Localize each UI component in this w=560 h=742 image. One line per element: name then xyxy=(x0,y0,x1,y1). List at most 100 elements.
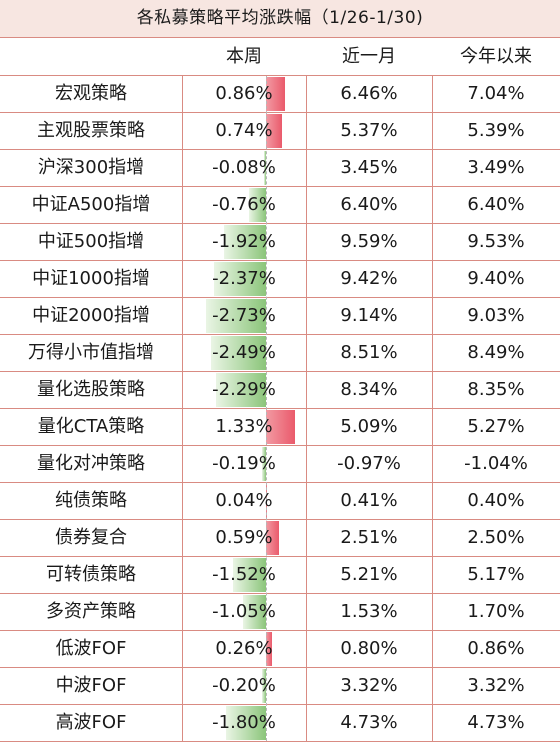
week-return-text: -2.73% xyxy=(212,305,276,326)
column-separator xyxy=(432,76,433,112)
strategy-name: 万得小市值指增 xyxy=(0,335,182,371)
ytd-return-text: -1.04% xyxy=(464,453,528,474)
ytd-return: 3.32% xyxy=(432,668,560,704)
strategy-name-text: 中证1000指增 xyxy=(32,268,150,289)
week-negative-bar xyxy=(264,151,266,185)
week-return: 0.04% xyxy=(182,483,306,519)
month-return-text: 4.73% xyxy=(340,712,398,733)
strategy-name: 多资产策略 xyxy=(0,594,182,630)
column-separator xyxy=(306,705,307,741)
column-separator xyxy=(306,446,307,482)
ytd-return: 1.70% xyxy=(432,594,560,630)
strategy-name-text: 低波FOF xyxy=(55,638,127,659)
week-return-text: 0.26% xyxy=(215,638,273,659)
table-row: 量化选股策略 -2.29% 8.34% 8.35% xyxy=(0,372,560,409)
ytd-return-text: 9.53% xyxy=(467,231,525,252)
week-return: -0.20% xyxy=(182,668,306,704)
strategy-name-text: 量化对冲策略 xyxy=(37,453,145,474)
ytd-return: 7.04% xyxy=(432,76,560,112)
week-return: 0.26% xyxy=(182,631,306,667)
month-return-text: 9.14% xyxy=(340,305,398,326)
ytd-return-text: 0.40% xyxy=(467,490,525,511)
column-separator xyxy=(306,483,307,519)
month-return-text: -0.97% xyxy=(337,453,401,474)
column-separator xyxy=(306,557,307,593)
ytd-return-text: 1.70% xyxy=(467,601,525,622)
week-negative-bar xyxy=(211,336,266,370)
strategy-name: 中证2000指增 xyxy=(0,298,182,334)
month-return-text: 5.37% xyxy=(340,120,398,141)
month-return: 5.21% xyxy=(306,557,432,593)
column-separator xyxy=(432,335,433,371)
strategy-name-text: 高波FOF xyxy=(55,712,127,733)
week-return-text: -1.05% xyxy=(212,601,276,622)
month-return-text: 3.45% xyxy=(340,157,398,178)
week-negative-bar xyxy=(232,558,266,592)
strategy-name: 中证500指增 xyxy=(0,224,182,260)
ytd-return-text: 7.04% xyxy=(467,83,525,104)
column-separator xyxy=(182,705,183,741)
column-separator xyxy=(306,150,307,186)
strategy-name-text: 中证A500指增 xyxy=(31,194,151,215)
week-return: -0.19% xyxy=(182,446,306,482)
column-separator xyxy=(182,335,183,371)
ytd-return: 5.27% xyxy=(432,409,560,445)
ytd-return-text: 3.49% xyxy=(467,157,525,178)
ytd-return: 8.35% xyxy=(432,372,560,408)
week-return-text: 0.04% xyxy=(215,490,273,511)
column-separator xyxy=(432,594,433,630)
strategy-name-text: 沪深300指增 xyxy=(37,157,145,178)
strategy-name-text: 量化选股策略 xyxy=(37,379,145,400)
column-separator xyxy=(432,113,433,149)
week-return-text: 1.33% xyxy=(215,416,273,437)
week-negative-bar xyxy=(261,669,266,703)
week-return: 0.74% xyxy=(182,113,306,149)
table-row: 主观股票策略 0.74% 5.37% 5.39% xyxy=(0,113,560,150)
strategy-name: 量化对冲策略 xyxy=(0,446,182,482)
column-separator xyxy=(306,76,307,112)
column-separator xyxy=(432,187,433,223)
column-separator xyxy=(432,705,433,741)
table-title: 各私募策略平均涨跌幅（1/26-1/30) xyxy=(0,0,560,38)
month-return-text: 6.46% xyxy=(340,83,398,104)
table-row: 债券复合 0.59% 2.51% 2.50% xyxy=(0,520,560,557)
column-separator xyxy=(432,224,433,260)
strategy-name-text: 可转债策略 xyxy=(46,564,136,585)
week-return-text: -1.52% xyxy=(212,564,276,585)
month-return-text: 5.21% xyxy=(340,564,398,585)
week-return-text: -2.49% xyxy=(212,342,276,363)
column-separator xyxy=(306,113,307,149)
ytd-return: 4.73% xyxy=(432,705,560,741)
column-separator xyxy=(182,594,183,630)
week-positive-bar xyxy=(266,521,279,555)
zero-axis-line xyxy=(266,76,267,741)
week-return: -0.76% xyxy=(182,187,306,223)
column-separator xyxy=(182,261,183,297)
table-row: 中证2000指增 -2.73% 9.14% 9.03% xyxy=(0,298,560,335)
month-return: 9.42% xyxy=(306,261,432,297)
week-return: -1.52% xyxy=(182,557,306,593)
column-separator xyxy=(432,261,433,297)
week-return: 0.86% xyxy=(182,76,306,112)
week-return-text: 0.86% xyxy=(215,83,273,104)
month-return: 8.51% xyxy=(306,335,432,371)
column-separator xyxy=(306,520,307,556)
column-separator xyxy=(432,372,433,408)
column-separator xyxy=(182,668,183,704)
week-return-text: -2.37% xyxy=(212,268,276,289)
table-row: 中波FOF -0.20% 3.32% 3.32% xyxy=(0,668,560,705)
ytd-return: 8.49% xyxy=(432,335,560,371)
week-positive-bar xyxy=(266,410,296,444)
ytd-return: 0.86% xyxy=(432,631,560,667)
strategy-name: 主观股票策略 xyxy=(0,113,182,149)
month-return-text: 9.42% xyxy=(340,268,398,289)
strategy-name-text: 量化CTA策略 xyxy=(37,416,145,437)
strategy-name-text: 中证2000指增 xyxy=(32,305,150,326)
column-separator xyxy=(182,150,183,186)
month-return: 1.53% xyxy=(306,594,432,630)
column-separator xyxy=(306,594,307,630)
ytd-return-text: 8.35% xyxy=(467,379,525,400)
strategy-name-text: 主观股票策略 xyxy=(37,120,145,141)
week-negative-bar xyxy=(213,262,266,296)
